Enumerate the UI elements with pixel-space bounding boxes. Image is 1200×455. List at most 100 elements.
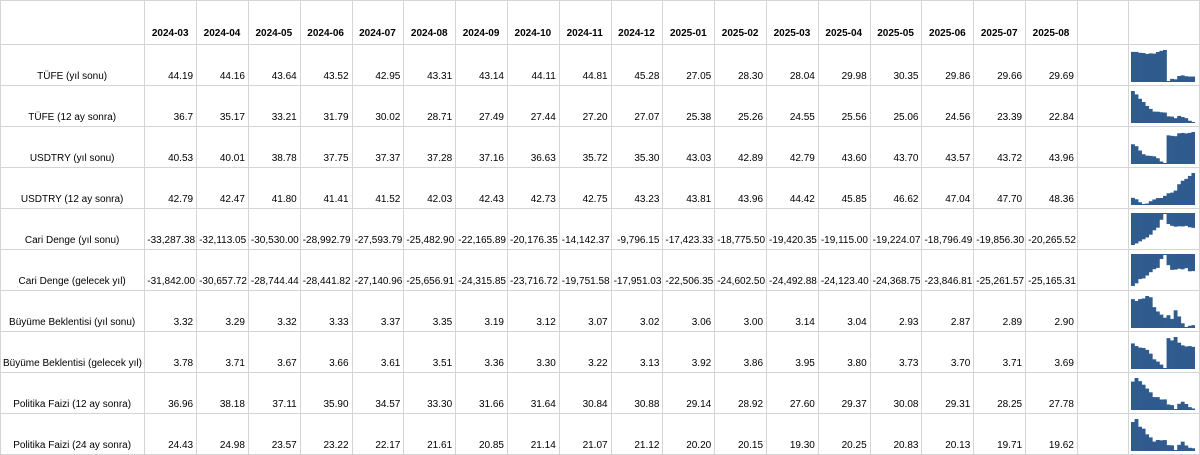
value-cell[interactable]: 38.78 [247, 126, 301, 168]
value-cell[interactable]: 35.17 [196, 85, 249, 127]
value-cell[interactable]: 45.28 [610, 44, 664, 86]
value-cell[interactable]: -14,142.37 [558, 208, 612, 250]
value-cell[interactable]: -30,530.00 [247, 208, 301, 250]
value-cell[interactable]: 3.37 [351, 290, 405, 332]
sparkline-cell[interactable] [1127, 249, 1200, 291]
value-cell[interactable]: 3.12 [506, 290, 560, 332]
column-header[interactable]: 2025-05 [869, 0, 923, 45]
value-cell[interactable]: 27.05 [662, 44, 716, 86]
empty-cell[interactable] [1076, 85, 1129, 127]
value-cell[interactable]: 3.32 [144, 290, 198, 332]
value-cell[interactable]: 42.79 [766, 126, 819, 168]
column-header[interactable]: 2024-04 [196, 0, 249, 45]
value-cell[interactable]: 21.12 [610, 413, 664, 455]
sparkline-header-cell[interactable] [1127, 0, 1200, 45]
value-cell[interactable]: 44.19 [144, 44, 198, 86]
value-cell[interactable]: 33.21 [247, 85, 301, 127]
sparkline-cell[interactable] [1127, 85, 1200, 127]
value-cell[interactable]: 43.70 [869, 126, 923, 168]
value-cell[interactable]: 25.38 [662, 85, 716, 127]
value-cell[interactable]: 3.30 [506, 331, 560, 373]
value-cell[interactable]: 3.22 [558, 331, 612, 373]
value-cell[interactable]: 37.75 [299, 126, 353, 168]
value-cell[interactable]: 28.30 [714, 44, 768, 86]
value-cell[interactable]: -18,775.50 [714, 208, 768, 250]
empty-cell[interactable] [1076, 372, 1129, 414]
sparkline-cell[interactable] [1127, 126, 1200, 168]
value-cell[interactable]: -25,482.90 [403, 208, 457, 250]
column-header[interactable]: 2024-03 [144, 0, 198, 45]
empty-cell[interactable] [1076, 167, 1129, 209]
column-header[interactable]: 2024-07 [351, 0, 405, 45]
column-header[interactable]: 2025-02 [714, 0, 768, 45]
value-cell[interactable]: 42.03 [403, 167, 457, 209]
value-cell[interactable]: -25,261.57 [973, 249, 1027, 291]
value-cell[interactable]: 38.18 [196, 372, 249, 414]
value-cell[interactable]: 27.20 [558, 85, 612, 127]
sparkline-cell[interactable] [1127, 413, 1200, 455]
value-cell[interactable]: -31,842.00 [144, 249, 198, 291]
value-cell[interactable]: 3.66 [299, 331, 353, 373]
value-cell[interactable]: 41.80 [247, 167, 301, 209]
value-cell[interactable]: 25.06 [869, 85, 923, 127]
value-cell[interactable]: -24,315.85 [455, 249, 508, 291]
value-cell[interactable]: 22.17 [351, 413, 405, 455]
value-cell[interactable]: 20.25 [817, 413, 871, 455]
value-cell[interactable]: 28.71 [403, 85, 457, 127]
column-header[interactable]: 2025-01 [662, 0, 716, 45]
value-cell[interactable]: 2.87 [921, 290, 975, 332]
sparkline-cell[interactable] [1127, 372, 1200, 414]
value-cell[interactable]: 3.33 [299, 290, 353, 332]
value-cell[interactable]: 3.14 [766, 290, 819, 332]
row-label[interactable]: Politika Faizi (24 ay sonra) [0, 413, 146, 455]
value-cell[interactable]: 28.04 [766, 44, 819, 86]
value-cell[interactable]: 27.44 [506, 85, 560, 127]
value-cell[interactable]: 3.51 [403, 331, 457, 373]
value-cell[interactable]: 3.70 [921, 331, 975, 373]
row-label[interactable]: Cari Denge (yıl sonu) [0, 208, 146, 250]
row-label[interactable]: Büyüme Beklentisi (gelecek yıl) [0, 331, 146, 373]
value-cell[interactable]: 43.72 [973, 126, 1027, 168]
value-cell[interactable]: 3.86 [714, 331, 768, 373]
sparkline-cell[interactable] [1127, 167, 1200, 209]
corner-cell[interactable] [0, 0, 146, 45]
value-cell[interactable]: 41.41 [299, 167, 353, 209]
value-cell[interactable]: 22.84 [1025, 85, 1078, 127]
value-cell[interactable]: 29.98 [817, 44, 871, 86]
value-cell[interactable]: 43.96 [1025, 126, 1078, 168]
empty-cell[interactable] [1076, 249, 1129, 291]
value-cell[interactable]: 3.61 [351, 331, 405, 373]
value-cell[interactable]: 48.36 [1025, 167, 1078, 209]
value-cell[interactable]: 3.67 [247, 331, 301, 373]
value-cell[interactable]: 30.88 [610, 372, 664, 414]
value-cell[interactable]: 3.02 [610, 290, 664, 332]
value-cell[interactable]: 43.60 [817, 126, 871, 168]
row-label[interactable]: Büyüme Beklentisi (yıl sonu) [0, 290, 146, 332]
value-cell[interactable]: -30,657.72 [196, 249, 249, 291]
value-cell[interactable]: -25,165.31 [1025, 249, 1078, 291]
row-label[interactable]: TÜFE (yıl sonu) [0, 44, 146, 86]
value-cell[interactable]: -23,716.72 [506, 249, 560, 291]
value-cell[interactable]: 3.69 [1025, 331, 1078, 373]
value-cell[interactable]: 45.85 [817, 167, 871, 209]
value-cell[interactable]: 24.56 [921, 85, 975, 127]
sparkline-cell[interactable] [1127, 208, 1200, 250]
value-cell[interactable]: 31.66 [455, 372, 508, 414]
value-cell[interactable]: 20.15 [714, 413, 768, 455]
value-cell[interactable]: -27,593.79 [351, 208, 405, 250]
value-cell[interactable]: 25.26 [714, 85, 768, 127]
value-cell[interactable]: 3.06 [662, 290, 716, 332]
value-cell[interactable]: 29.31 [921, 372, 975, 414]
value-cell[interactable]: 3.29 [196, 290, 249, 332]
value-cell[interactable]: 3.73 [869, 331, 923, 373]
value-cell[interactable]: 2.89 [973, 290, 1027, 332]
value-cell[interactable]: 37.11 [247, 372, 301, 414]
value-cell[interactable]: 20.13 [921, 413, 975, 455]
value-cell[interactable]: -24,123.40 [817, 249, 871, 291]
column-header[interactable]: 2025-08 [1025, 0, 1078, 45]
value-cell[interactable]: -20,176.35 [506, 208, 560, 250]
value-cell[interactable]: 24.55 [766, 85, 819, 127]
value-cell[interactable]: 43.31 [403, 44, 457, 86]
value-cell[interactable]: 20.20 [662, 413, 716, 455]
value-cell[interactable]: -22,165.89 [455, 208, 508, 250]
